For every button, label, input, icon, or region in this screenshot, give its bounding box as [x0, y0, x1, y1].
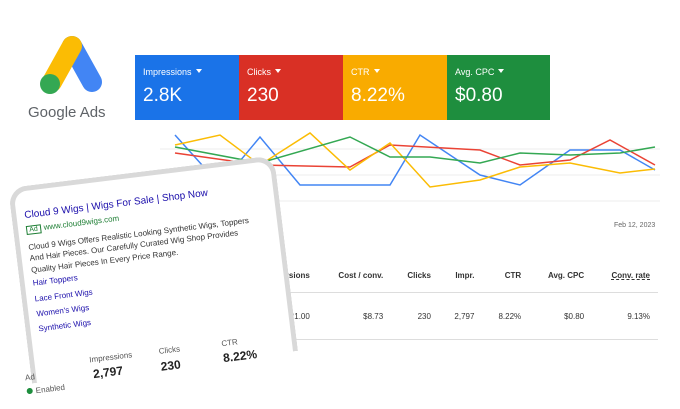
summary-label: Clicks: [158, 344, 181, 356]
metric-value: 2.8K: [143, 85, 183, 106]
metric-tile[interactable]: Impressions 2.8K: [135, 55, 239, 120]
metric-tile[interactable]: Avg. CPC $0.80: [447, 55, 550, 120]
metric-value: 8.22%: [351, 85, 405, 106]
cell: $8.73: [317, 292, 392, 340]
logo-text: Google Ads: [28, 104, 106, 121]
metric-label: Avg. CPC: [455, 67, 542, 77]
summary-label: Impressions: [88, 350, 133, 365]
status-text: Enabled: [35, 382, 66, 396]
metric-label: Impressions: [143, 67, 231, 77]
column-header[interactable]: Conv. rate: [592, 258, 658, 293]
summary-ad-label: Ad: [24, 372, 36, 383]
column-header[interactable]: CTR: [482, 258, 530, 293]
chart-date: Feb 12, 2023: [614, 222, 656, 229]
metric-tile[interactable]: Clicks 230: [239, 55, 343, 120]
cell: 230: [391, 292, 439, 340]
summary-value: 230: [159, 357, 182, 374]
cell: 8.22%: [482, 292, 530, 340]
ad-card: Cloud 9 Wigs | Wigs For Sale | Shop Now …: [24, 181, 270, 336]
logo-mark: [40, 36, 102, 94]
data-row: 21.00 $8.73 230 2,797 8.22% $0.80 9.13%: [240, 292, 658, 340]
cell: $0.80: [529, 292, 593, 340]
column-header[interactable]: Clicks: [391, 258, 439, 293]
cell: 2,797: [438, 292, 483, 340]
metric-label: Clicks: [247, 67, 335, 77]
cell: 9.13%: [592, 292, 658, 340]
metric-label: CTR: [351, 67, 439, 77]
ad-badge: Ad: [25, 223, 42, 235]
header-row: Conversions Cost / conv. Clicks Impr. CT…: [240, 258, 658, 293]
summary-status: Enabled: [26, 383, 65, 397]
column-header[interactable]: Avg. CPC: [529, 258, 593, 293]
summary-value: 2,797: [92, 363, 124, 382]
summary-value: 8.22%: [222, 347, 258, 366]
column-header[interactable]: Cost / conv.: [317, 258, 392, 293]
metric-tile[interactable]: CTR 8.22%: [343, 55, 447, 120]
metric-value: $0.80: [455, 85, 503, 106]
metric-value: 230: [247, 85, 279, 106]
column-header[interactable]: Impr.: [438, 258, 483, 293]
stats-table: Conversions Cost / conv. Clicks Impr. CT…: [240, 258, 658, 340]
summary-label: CTR: [220, 337, 239, 349]
